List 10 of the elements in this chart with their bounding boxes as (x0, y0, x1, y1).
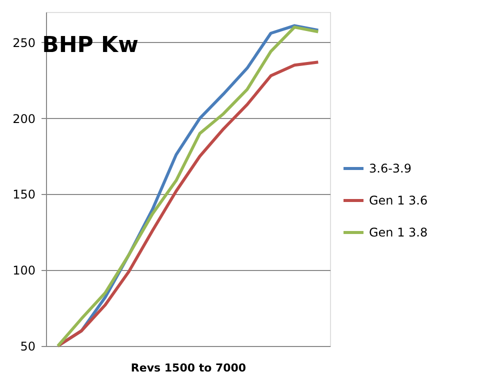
y-tick-label: 100 (12, 264, 36, 278)
y-tick-label: 200 (12, 112, 36, 126)
x-axis-title: Revs 1500 to 7000 (130, 362, 246, 374)
legend-label: 3.6-3.9 (369, 162, 412, 176)
text: BHP Kw (42, 33, 138, 58)
legend-label: Gen 1 3.6 (369, 194, 428, 208)
y-tick-label: 150 (12, 188, 36, 202)
legend-label: Gen 1 3.8 (369, 226, 428, 240)
y-tick-label: 50 (20, 340, 36, 354)
y-tick-label: 250 (12, 36, 36, 50)
